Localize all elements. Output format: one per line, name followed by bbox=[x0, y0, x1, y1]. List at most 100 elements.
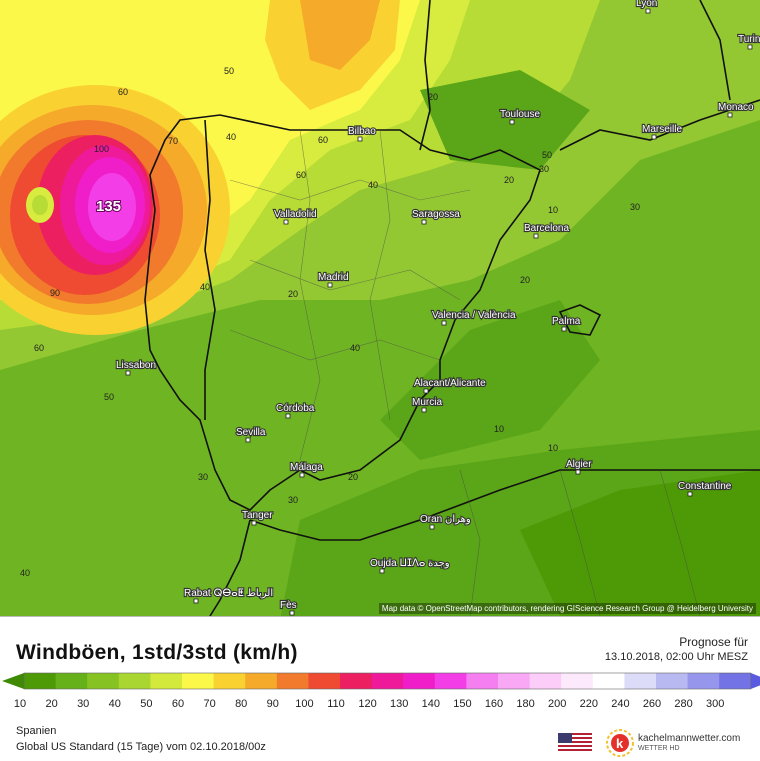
contour-label: 40 bbox=[200, 282, 210, 292]
scale-label: 50 bbox=[140, 698, 152, 710]
band-80-north bbox=[300, 0, 380, 70]
city-label: Monaco bbox=[718, 102, 754, 113]
city-label: Marseille bbox=[642, 124, 682, 135]
city-label: Madrid bbox=[318, 272, 349, 283]
city-cordoba: Córdoba bbox=[275, 402, 316, 419]
contour-label: 30 bbox=[539, 164, 549, 174]
scale-label: 260 bbox=[643, 698, 661, 710]
brand-name: kachelmannwetter.com bbox=[638, 733, 741, 744]
city-label: Oujda ⵡⵊⴷⴰ وجدة bbox=[370, 558, 450, 569]
city-label: Turin bbox=[738, 34, 760, 45]
scale-swatch bbox=[656, 673, 689, 689]
scale-label: 10 bbox=[14, 698, 26, 710]
city-marker bbox=[727, 112, 733, 118]
city-marker bbox=[327, 282, 333, 288]
scale-swatch bbox=[24, 673, 57, 689]
weather-map: 135 100 90 70 60 60 50 50 40 40 40 40 30 30 30 20 20 20 20… bbox=[0, 0, 760, 616]
contour-label: 60 bbox=[296, 170, 306, 180]
city-marker bbox=[509, 119, 515, 125]
scale-label: 120 bbox=[358, 698, 376, 710]
city-marker bbox=[283, 219, 289, 225]
contour-label: 40 bbox=[368, 180, 378, 190]
scale-label: 20 bbox=[45, 698, 57, 710]
scale-swatch bbox=[592, 673, 625, 689]
city-marseille: Marseille bbox=[641, 123, 684, 140]
city-marker bbox=[379, 568, 385, 574]
city-murcia: Murcia bbox=[411, 396, 444, 413]
forecast-label: Prognose für bbox=[679, 635, 748, 649]
scale-swatch bbox=[182, 673, 215, 689]
brand-subtitle: WETTER HD bbox=[638, 745, 680, 752]
color-scale: 10 20 30 40 50 60 70 80 90 100 110 120 130 140 150 160 1… bbox=[2, 672, 760, 710]
city-valladolid: Valladolid bbox=[273, 208, 318, 225]
scale-swatch bbox=[213, 673, 246, 689]
city-labels: Lyon Turin Toulouse Monaco Marseille Bilbao Va… bbox=[115, 0, 760, 616]
city-marker bbox=[125, 370, 131, 376]
city-madrid: Madrid bbox=[317, 271, 350, 288]
scale-swatch bbox=[687, 673, 720, 689]
border-portugal bbox=[204, 119, 216, 420]
band-10-south bbox=[520, 470, 760, 616]
scale-swatch bbox=[403, 673, 436, 689]
city-barcelona: Barcelona bbox=[523, 222, 571, 239]
scale-swatch bbox=[434, 673, 467, 689]
scale-label: 80 bbox=[235, 698, 247, 710]
scale-swatch bbox=[245, 673, 278, 689]
scale-swatch bbox=[371, 673, 404, 689]
city-label: Constantine bbox=[678, 481, 732, 492]
contour-label: 20 bbox=[288, 289, 298, 299]
city-label: Valladolid bbox=[274, 209, 317, 220]
city-label: Palma bbox=[552, 316, 581, 327]
iberia-coast bbox=[144, 114, 541, 511]
city-marker bbox=[687, 491, 693, 497]
border-france bbox=[419, 0, 431, 151]
contour-label: 20 bbox=[520, 275, 530, 285]
border-italy bbox=[699, 0, 731, 101]
city-label: Saragossa bbox=[412, 209, 460, 220]
city-marker bbox=[251, 520, 257, 526]
city-rabat: Rabat ⵕⴱⴰⵟ الرباط bbox=[183, 587, 274, 604]
scale-arrow-left bbox=[2, 673, 24, 689]
city-marker bbox=[245, 437, 251, 443]
city-malaga: Málaga bbox=[289, 461, 324, 478]
scale-label: 150 bbox=[453, 698, 471, 710]
city-toulouse: Toulouse bbox=[499, 108, 542, 125]
contour-label: 40 bbox=[350, 343, 360, 353]
city-sevilla: Sevilla bbox=[235, 426, 267, 443]
scale-label: 220 bbox=[580, 698, 598, 710]
model-label: Global US Standard (15 Tage) vom 02.10.2… bbox=[16, 741, 266, 753]
city-marker bbox=[645, 8, 651, 14]
city-label: Alacant/Alicante bbox=[414, 378, 486, 389]
scale-label: 140 bbox=[422, 698, 440, 710]
city-marker bbox=[193, 598, 199, 604]
scale-swatch bbox=[87, 673, 120, 689]
contour-label: 100 bbox=[94, 144, 109, 154]
max-gust-label: 135 bbox=[96, 198, 121, 215]
scale-label: 100 bbox=[295, 698, 313, 710]
city-marker bbox=[421, 407, 427, 413]
map-title: Windböen, 1std/3std (km/h) bbox=[16, 641, 298, 664]
contour-label: 30 bbox=[630, 202, 640, 212]
city-marker bbox=[421, 219, 427, 225]
scale-swatch bbox=[150, 673, 183, 689]
contour-label: 40 bbox=[226, 132, 236, 142]
city-label: Oran وهران bbox=[420, 514, 471, 525]
scale-label: 280 bbox=[674, 698, 692, 710]
city-label: Córdoba bbox=[276, 403, 315, 414]
city-saragossa: Saragossa bbox=[411, 208, 461, 225]
band-20-pyrenees bbox=[420, 70, 590, 170]
city-marker bbox=[285, 413, 291, 419]
city-label: Toulouse bbox=[500, 109, 540, 120]
scale-swatch bbox=[561, 673, 594, 689]
contour-label: 50 bbox=[542, 150, 552, 160]
city-turin: Turin bbox=[737, 33, 760, 50]
scale-swatch bbox=[719, 673, 752, 689]
scale-label: 130 bbox=[390, 698, 408, 710]
contour-label: 20 bbox=[504, 175, 514, 185]
city-lyon: Lyon bbox=[635, 0, 658, 14]
contour-label: 10 bbox=[548, 443, 558, 453]
city-label: Málaga bbox=[290, 462, 323, 473]
city-label: Valencia / València bbox=[432, 310, 516, 321]
city-marker bbox=[299, 472, 305, 478]
city-marker bbox=[429, 524, 435, 530]
